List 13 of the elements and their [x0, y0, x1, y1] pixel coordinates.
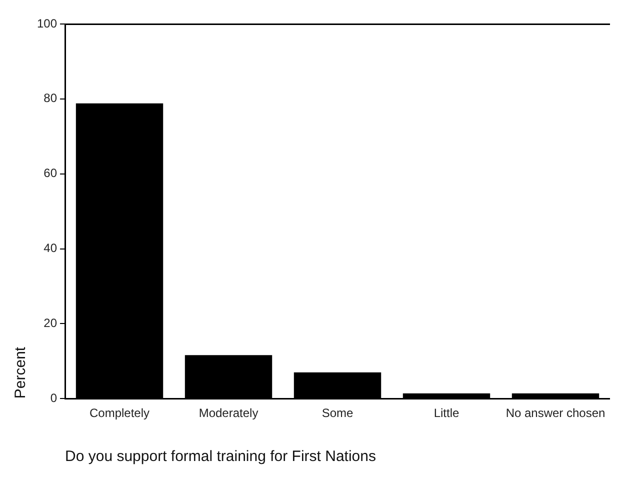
x-axis-title: Do you support formal training for First Nations — [65, 448, 376, 466]
x-tick-label: Moderately — [198, 406, 258, 420]
x-tick-label: Some — [322, 406, 354, 420]
y-tick-label: 100 — [36, 16, 58, 30]
y-axis-title: Percent — [12, 346, 30, 399]
y-tick-label: 0 — [50, 390, 58, 405]
y-tick-label: 20 — [44, 316, 58, 330]
x-tick-label: Completely — [90, 406, 150, 420]
x-tick-label: No answer chosen — [506, 406, 606, 420]
x-tick-label: Little — [434, 406, 460, 420]
y-tick-label: 80 — [44, 91, 58, 106]
y-tick-label: 40 — [44, 241, 58, 256]
y-tick-label: 60 — [44, 166, 58, 180]
